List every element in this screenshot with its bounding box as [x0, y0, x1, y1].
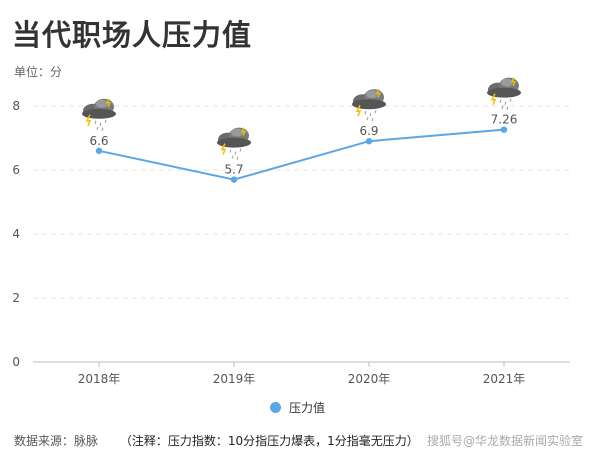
footer: 数据来源：脉脉 （注释：压力指数：10分指压力爆表，1分指毫无压力） 搜狐号@华… [14, 432, 589, 449]
x-tick-label: 2019年 [213, 372, 256, 386]
data-label: 6.6 [89, 134, 108, 148]
series-line [98, 128, 505, 181]
note-text: （注释：压力指数：10分指压力爆表，1分指毫无压力） [119, 434, 419, 448]
y-tick-label: 2 [12, 291, 20, 305]
data-label: 5.7 [224, 163, 243, 177]
source-text: 数据来源：脉脉 [14, 434, 99, 448]
x-tick-label: 2021年 [483, 372, 526, 386]
storm-cloud-icon [352, 88, 386, 122]
data-label: 7.26 [491, 113, 518, 127]
storm-cloud-icon [487, 77, 521, 110]
unit-label: 单位：分 [14, 65, 63, 79]
data-point [500, 126, 508, 133]
x-tick-label: 2020年 [348, 372, 391, 386]
storm-cloud-icon [217, 127, 251, 160]
data-point [230, 176, 238, 183]
data-point [95, 147, 103, 154]
y-tick-label: 6 [12, 163, 20, 177]
storm-cloud-icon [82, 98, 116, 131]
data-label: 6.9 [359, 124, 378, 138]
y-tick-label: 0 [12, 355, 20, 369]
legend: 压力值 [0, 399, 595, 416]
legend-label: 压力值 [288, 401, 325, 415]
chart-title: 当代职场人压力值 [12, 18, 253, 52]
data-point [365, 138, 373, 145]
y-tick-label: 8 [12, 99, 20, 113]
legend-marker [269, 402, 281, 413]
x-tick-label: 2018年 [78, 372, 121, 386]
watermark: 搜狐号@华龙数据新闻实验室 [426, 434, 583, 448]
y-tick-label: 4 [12, 227, 20, 241]
